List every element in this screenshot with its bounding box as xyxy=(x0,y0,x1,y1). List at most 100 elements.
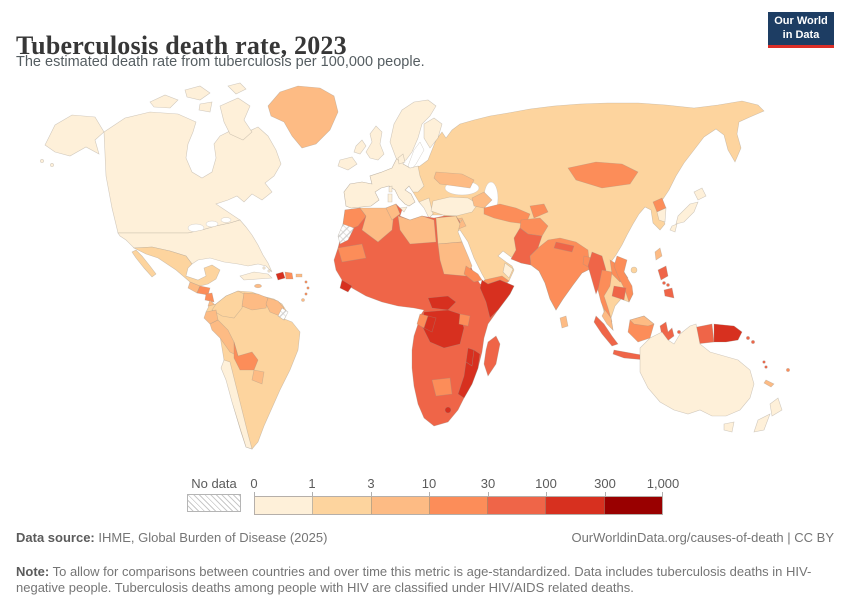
region-philippines-mindanao[interactable] xyxy=(663,287,675,299)
region-south-korea[interactable] xyxy=(656,207,667,223)
region-uganda[interactable] xyxy=(458,313,471,327)
region-eritrea[interactable] xyxy=(463,265,483,283)
region-ukraine[interactable] xyxy=(433,171,475,189)
region-french-guiana-no-data[interactable] xyxy=(277,307,289,321)
region-nicaragua[interactable] xyxy=(204,292,215,303)
region-egypt[interactable] xyxy=(435,215,463,245)
region-mexico[interactable] xyxy=(132,246,221,287)
region-solomon-islands[interactable] xyxy=(751,340,755,344)
region-alaska[interactable] xyxy=(44,114,105,157)
region-scandinavia[interactable] xyxy=(389,99,437,163)
region-new-zealand-south[interactable] xyxy=(753,413,771,433)
region-usa[interactable] xyxy=(117,219,273,273)
region-taiwan[interactable] xyxy=(654,247,663,261)
legend-bin-6[interactable] xyxy=(604,497,662,514)
region-arctic-island[interactable] xyxy=(149,94,179,109)
region-botswana[interactable] xyxy=(431,377,453,397)
region-greece[interactable] xyxy=(418,197,434,219)
owid-logo[interactable]: Our World in Data xyxy=(768,12,834,48)
legend-bin-2[interactable] xyxy=(371,497,430,514)
region-jamaica[interactable] xyxy=(254,283,262,289)
region-cambodia[interactable] xyxy=(611,285,627,301)
region-japan-hokkaido[interactable] xyxy=(693,187,707,201)
region-papua-new-guinea[interactable] xyxy=(713,323,743,343)
region-uk[interactable] xyxy=(365,125,385,161)
region-kyrgyzstan-tajikistan[interactable] xyxy=(529,203,549,219)
region-greenland[interactable] xyxy=(267,85,339,149)
region-vanuatu[interactable] xyxy=(764,365,768,369)
region-malaysia-borneo[interactable] xyxy=(629,315,655,327)
region-nepal[interactable] xyxy=(553,241,575,253)
region-guinea[interactable] xyxy=(339,279,353,293)
region-sardinia[interactable] xyxy=(387,193,393,203)
region-libya[interactable] xyxy=(397,215,437,245)
legend-bin-4[interactable] xyxy=(488,497,547,514)
region-mozambique[interactable] xyxy=(457,349,481,399)
region-oman[interactable] xyxy=(502,262,514,279)
region-vietnam[interactable] xyxy=(613,255,634,303)
region-solomon-islands[interactable] xyxy=(746,336,750,340)
region-venezuela[interactable] xyxy=(241,292,269,311)
region-baja-california[interactable] xyxy=(131,249,157,278)
region-paraguay[interactable] xyxy=(251,369,265,385)
region-chile[interactable] xyxy=(220,359,253,450)
region-congo[interactable] xyxy=(423,315,437,333)
legend-color-bar[interactable] xyxy=(254,496,663,515)
region-somalia[interactable] xyxy=(479,279,515,319)
legend-bin-5[interactable] xyxy=(546,497,605,514)
region-mongolia[interactable] xyxy=(567,161,639,189)
region-arctic-island[interactable] xyxy=(198,101,213,113)
region-ireland[interactable] xyxy=(353,139,367,155)
region-japan-kyushu[interactable] xyxy=(669,223,678,233)
region-india[interactable] xyxy=(529,237,591,311)
region-lesser-antilles[interactable] xyxy=(304,280,308,284)
region-baffin-island[interactable] xyxy=(219,97,253,141)
region-central-african-republic[interactable] xyxy=(427,295,457,311)
legend-bin-3[interactable] xyxy=(429,497,489,514)
region-finland[interactable] xyxy=(423,117,443,149)
region-australia[interactable] xyxy=(639,323,755,417)
region-sri-lanka[interactable] xyxy=(559,315,569,329)
region-new-zealand-north[interactable] xyxy=(769,397,783,417)
region-mauritania[interactable] xyxy=(337,243,367,263)
region-iceland[interactable] xyxy=(337,156,358,171)
region-tunisia[interactable] xyxy=(385,203,401,221)
region-puerto-rico[interactable] xyxy=(295,273,303,278)
region-japan-honshu[interactable] xyxy=(675,201,699,225)
region-lesotho[interactable] xyxy=(444,406,452,414)
region-thailand[interactable] xyxy=(597,269,613,323)
region-lesser-antilles[interactable] xyxy=(306,286,310,290)
region-philippines-visayas[interactable] xyxy=(662,281,666,285)
region-western-europe[interactable] xyxy=(343,151,425,209)
region-western-sahara-no-data[interactable] xyxy=(337,223,355,245)
region-philippines-visayas[interactable] xyxy=(666,283,670,287)
legend-bin-0[interactable] xyxy=(255,497,314,514)
region-sumatra[interactable] xyxy=(593,315,619,347)
region-bolivia[interactable] xyxy=(233,341,259,371)
region-madagascar[interactable] xyxy=(483,335,501,377)
region-myanmar[interactable] xyxy=(587,251,607,295)
region-hainan[interactable] xyxy=(630,266,638,274)
footer-link[interactable]: OurWorldinData.org/causes-of-death | CC … xyxy=(571,530,834,545)
legend-bin-1[interactable] xyxy=(313,497,372,514)
region-arctic-island[interactable] xyxy=(227,82,247,95)
region-new-caledonia[interactable] xyxy=(763,379,775,388)
legend-no-data[interactable]: No data xyxy=(187,476,241,512)
no-data-swatch[interactable] xyxy=(187,494,241,512)
region-dominican-republic[interactable] xyxy=(284,271,294,280)
region-bahamas[interactable] xyxy=(267,269,271,273)
region-canada[interactable] xyxy=(103,111,282,234)
region-trinidad[interactable] xyxy=(301,298,305,302)
region-moluccas[interactable] xyxy=(677,330,681,334)
region-tasmania[interactable] xyxy=(723,421,735,433)
region-corsica[interactable] xyxy=(388,185,393,193)
region-fiji[interactable] xyxy=(786,368,790,372)
region-bahamas[interactable] xyxy=(262,266,266,270)
region-aleutians[interactable] xyxy=(50,163,54,167)
region-turkey[interactable] xyxy=(430,196,479,217)
region-cuba[interactable] xyxy=(239,271,273,281)
region-haiti[interactable] xyxy=(275,271,286,281)
region-caucasus[interactable] xyxy=(471,191,493,209)
region-malaysia[interactable] xyxy=(601,309,614,331)
region-lesser-antilles[interactable] xyxy=(304,292,308,296)
